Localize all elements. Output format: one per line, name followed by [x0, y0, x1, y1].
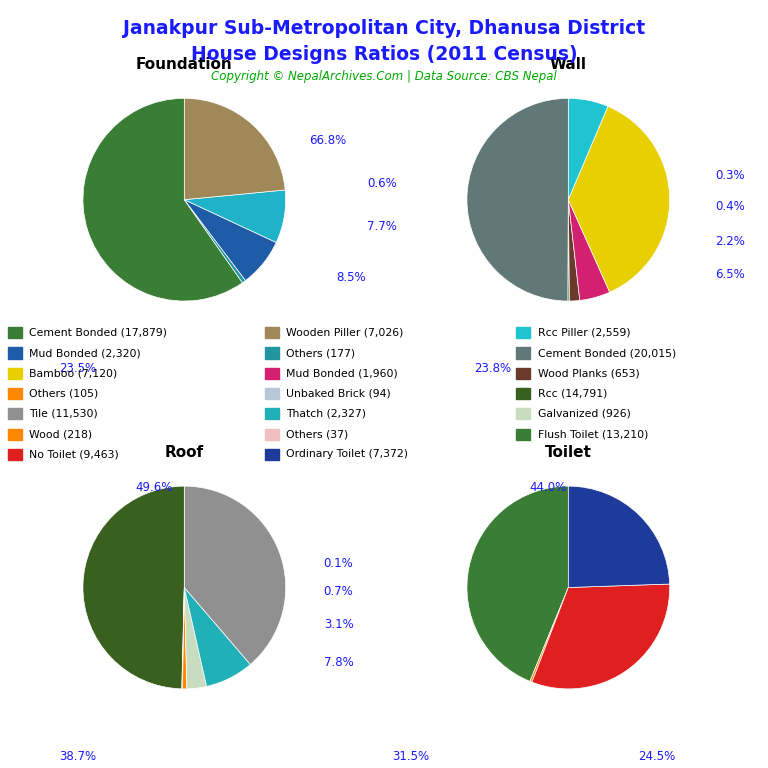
Bar: [8, 449, 22, 460]
Bar: [8, 347, 22, 359]
Text: 7.8%: 7.8%: [323, 656, 353, 669]
Wedge shape: [530, 588, 568, 682]
Text: Wood (218): Wood (218): [29, 429, 92, 439]
Bar: [516, 347, 530, 359]
Text: 6.5%: 6.5%: [715, 268, 745, 281]
Text: Mud Bonded (1,960): Mud Bonded (1,960): [286, 369, 399, 379]
Bar: [8, 368, 22, 379]
Text: Mud Bonded (2,320): Mud Bonded (2,320): [29, 348, 141, 358]
Text: Ordinary Toilet (7,372): Ordinary Toilet (7,372): [286, 449, 409, 459]
Text: Wooden Piller (7,026): Wooden Piller (7,026): [286, 328, 404, 338]
Text: 8.5%: 8.5%: [336, 271, 366, 284]
Bar: [516, 429, 530, 440]
Text: 0.3%: 0.3%: [715, 170, 745, 183]
Wedge shape: [183, 588, 187, 689]
Bar: [265, 409, 279, 419]
Text: No Toilet (9,463): No Toilet (9,463): [29, 449, 119, 459]
Bar: [8, 388, 22, 399]
Wedge shape: [568, 200, 580, 301]
Bar: [265, 388, 279, 399]
Title: Foundation: Foundation: [136, 57, 233, 71]
Text: Tile (11,530): Tile (11,530): [29, 409, 98, 419]
Text: Cement Bonded (20,015): Cement Bonded (20,015): [538, 348, 676, 358]
Text: 23.5%: 23.5%: [59, 362, 97, 375]
Text: 0.7%: 0.7%: [323, 585, 353, 598]
Text: Copyright © NepalArchives.Com | Data Source: CBS Nepal: Copyright © NepalArchives.Com | Data Sou…: [211, 70, 557, 83]
Text: Others (105): Others (105): [29, 389, 98, 399]
Text: 23.8%: 23.8%: [474, 362, 511, 375]
Wedge shape: [184, 588, 207, 689]
Text: 66.8%: 66.8%: [309, 134, 346, 147]
Text: 2.2%: 2.2%: [715, 235, 745, 248]
Bar: [265, 327, 279, 338]
Text: Others (177): Others (177): [286, 348, 356, 358]
Text: Wood Planks (653): Wood Planks (653): [538, 369, 639, 379]
Wedge shape: [184, 190, 286, 243]
Text: Janakpur Sub-Metropolitan City, Dhanusa District: Janakpur Sub-Metropolitan City, Dhanusa …: [123, 19, 645, 38]
Bar: [516, 409, 530, 419]
Text: 3.1%: 3.1%: [323, 618, 353, 631]
Wedge shape: [182, 588, 184, 689]
Wedge shape: [184, 200, 246, 283]
Title: Roof: Roof: [165, 445, 204, 459]
Bar: [265, 368, 279, 379]
Text: Galvanized (926): Galvanized (926): [538, 409, 631, 419]
Wedge shape: [568, 200, 569, 301]
Text: Rcc Piller (2,559): Rcc Piller (2,559): [538, 328, 631, 338]
Wedge shape: [467, 486, 568, 681]
Wedge shape: [532, 584, 670, 689]
Text: Cement Bonded (17,879): Cement Bonded (17,879): [29, 328, 167, 338]
Text: Bamboo (7,120): Bamboo (7,120): [29, 369, 118, 379]
Title: Toilet: Toilet: [545, 445, 592, 459]
Bar: [516, 327, 530, 338]
Wedge shape: [83, 98, 243, 301]
Wedge shape: [467, 98, 568, 301]
Wedge shape: [568, 106, 670, 292]
Text: 38.7%: 38.7%: [59, 750, 97, 763]
Text: 7.7%: 7.7%: [367, 220, 396, 233]
Wedge shape: [184, 98, 285, 200]
Wedge shape: [184, 486, 286, 664]
Text: Rcc (14,791): Rcc (14,791): [538, 389, 607, 399]
Text: 0.6%: 0.6%: [367, 177, 396, 190]
Text: 49.6%: 49.6%: [135, 482, 173, 495]
Text: 24.5%: 24.5%: [638, 750, 676, 763]
Text: Unbaked Brick (94): Unbaked Brick (94): [286, 389, 391, 399]
Bar: [265, 449, 279, 460]
Text: Flush Toilet (13,210): Flush Toilet (13,210): [538, 429, 648, 439]
Text: 44.0%: 44.0%: [529, 482, 567, 495]
Text: House Designs Ratios (2011 Census): House Designs Ratios (2011 Census): [190, 45, 578, 64]
Wedge shape: [83, 486, 184, 689]
Bar: [8, 409, 22, 419]
Text: 0.1%: 0.1%: [323, 558, 353, 571]
Wedge shape: [568, 200, 610, 300]
Bar: [265, 429, 279, 440]
Title: Wall: Wall: [550, 57, 587, 71]
Wedge shape: [184, 200, 276, 280]
Text: 0.4%: 0.4%: [715, 200, 745, 213]
Text: Thatch (2,327): Thatch (2,327): [286, 409, 366, 419]
Bar: [8, 327, 22, 338]
Bar: [516, 388, 530, 399]
Wedge shape: [568, 98, 608, 200]
Bar: [265, 347, 279, 359]
Wedge shape: [184, 588, 250, 687]
Bar: [8, 429, 22, 440]
Bar: [516, 368, 530, 379]
Wedge shape: [568, 486, 670, 588]
Text: Others (37): Others (37): [286, 429, 349, 439]
Text: 31.5%: 31.5%: [392, 750, 430, 763]
